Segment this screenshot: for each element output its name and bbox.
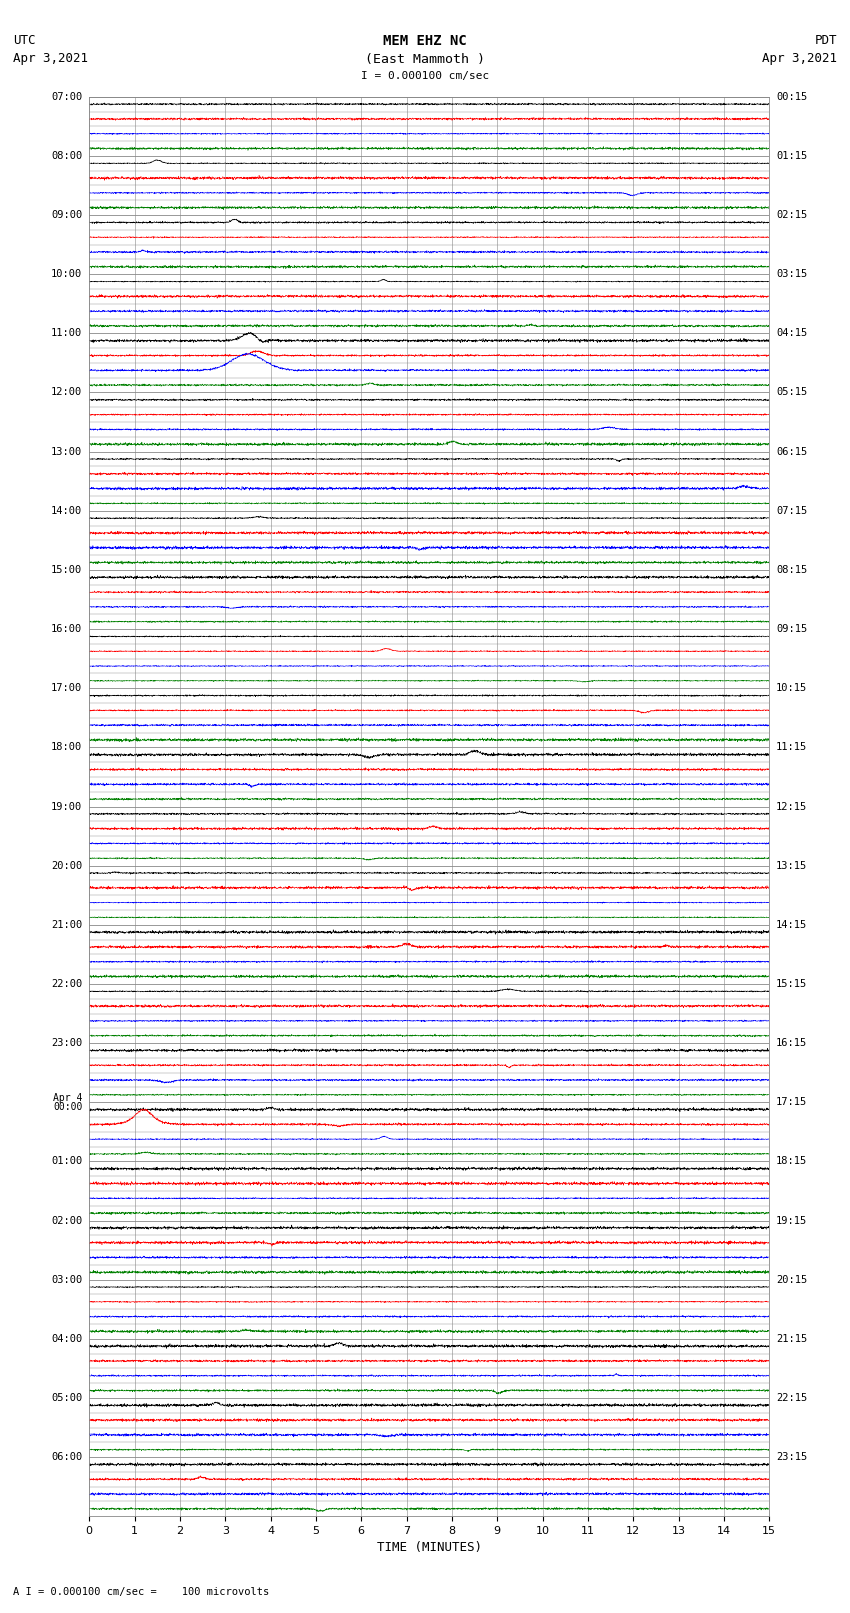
Text: 04:00: 04:00	[51, 1334, 82, 1344]
Text: Apr 3,2021: Apr 3,2021	[13, 52, 88, 65]
Text: 02:15: 02:15	[776, 210, 808, 219]
Text: (East Mammoth ): (East Mammoth )	[365, 53, 485, 66]
Text: 19:15: 19:15	[776, 1216, 808, 1226]
Text: 13:00: 13:00	[51, 447, 82, 456]
Text: 02:00: 02:00	[51, 1216, 82, 1226]
Text: 10:15: 10:15	[776, 684, 808, 694]
Text: 06:00: 06:00	[51, 1452, 82, 1461]
Text: 18:15: 18:15	[776, 1157, 808, 1166]
Text: 04:15: 04:15	[776, 329, 808, 339]
Text: 01:00: 01:00	[51, 1157, 82, 1166]
X-axis label: TIME (MINUTES): TIME (MINUTES)	[377, 1542, 482, 1555]
Text: 03:15: 03:15	[776, 269, 808, 279]
Text: 17:15: 17:15	[776, 1097, 808, 1107]
Text: 01:15: 01:15	[776, 152, 808, 161]
Text: 16:00: 16:00	[51, 624, 82, 634]
Text: 13:15: 13:15	[776, 861, 808, 871]
Text: 20:00: 20:00	[51, 861, 82, 871]
Text: 09:15: 09:15	[776, 624, 808, 634]
Text: 00:00: 00:00	[53, 1102, 82, 1111]
Text: 15:00: 15:00	[51, 565, 82, 574]
Text: 00:15: 00:15	[776, 92, 808, 102]
Text: 07:15: 07:15	[776, 506, 808, 516]
Text: 21:15: 21:15	[776, 1334, 808, 1344]
Text: 09:00: 09:00	[51, 210, 82, 219]
Text: 22:15: 22:15	[776, 1394, 808, 1403]
Text: 05:15: 05:15	[776, 387, 808, 397]
Text: UTC: UTC	[13, 34, 35, 47]
Text: 05:00: 05:00	[51, 1394, 82, 1403]
Text: 18:00: 18:00	[51, 742, 82, 752]
Text: MEM EHZ NC: MEM EHZ NC	[383, 34, 467, 48]
Text: 07:00: 07:00	[51, 92, 82, 102]
Text: 14:15: 14:15	[776, 919, 808, 929]
Text: PDT: PDT	[815, 34, 837, 47]
Text: A I = 0.000100 cm/sec =    100 microvolts: A I = 0.000100 cm/sec = 100 microvolts	[13, 1587, 269, 1597]
Text: I = 0.000100 cm/sec: I = 0.000100 cm/sec	[361, 71, 489, 81]
Text: 23:00: 23:00	[51, 1039, 82, 1048]
Text: 11:00: 11:00	[51, 329, 82, 339]
Text: 14:00: 14:00	[51, 506, 82, 516]
Text: 03:00: 03:00	[51, 1274, 82, 1284]
Text: 23:15: 23:15	[776, 1452, 808, 1461]
Text: 12:00: 12:00	[51, 387, 82, 397]
Text: Apr 4: Apr 4	[53, 1092, 82, 1103]
Text: 16:15: 16:15	[776, 1039, 808, 1048]
Text: 08:15: 08:15	[776, 565, 808, 574]
Text: 08:00: 08:00	[51, 152, 82, 161]
Text: 17:00: 17:00	[51, 684, 82, 694]
Text: 20:15: 20:15	[776, 1274, 808, 1284]
Text: 10:00: 10:00	[51, 269, 82, 279]
Text: 21:00: 21:00	[51, 919, 82, 929]
Text: 22:00: 22:00	[51, 979, 82, 989]
Text: 15:15: 15:15	[776, 979, 808, 989]
Text: 11:15: 11:15	[776, 742, 808, 752]
Text: 12:15: 12:15	[776, 802, 808, 811]
Text: 06:15: 06:15	[776, 447, 808, 456]
Text: Apr 3,2021: Apr 3,2021	[762, 52, 837, 65]
Text: 19:00: 19:00	[51, 802, 82, 811]
